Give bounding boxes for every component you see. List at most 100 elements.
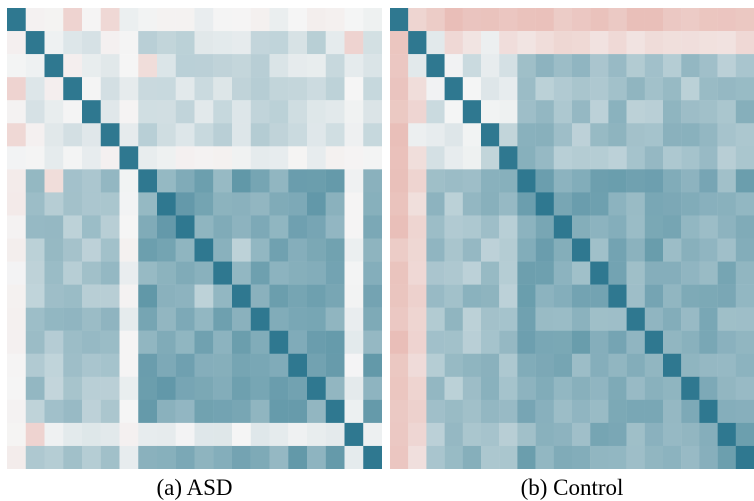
heatmap-cell xyxy=(269,8,289,32)
heatmap-cell xyxy=(444,123,463,147)
heatmap-cell xyxy=(462,192,482,216)
heatmap-cell xyxy=(681,123,700,147)
heatmap-cell xyxy=(608,192,627,216)
heatmap-cell xyxy=(426,261,445,285)
heatmap-cell xyxy=(25,54,45,78)
heatmap-cell xyxy=(535,238,554,262)
heatmap-cell xyxy=(363,307,382,331)
heatmap-cell xyxy=(44,31,64,55)
heatmap-cell xyxy=(269,54,289,78)
heatmap-cell xyxy=(572,376,591,401)
heatmap-cell xyxy=(663,307,682,331)
heatmap-cell xyxy=(325,54,345,78)
heatmap-cell xyxy=(63,399,83,424)
heatmap-cell xyxy=(426,330,445,354)
heatmap-cell xyxy=(499,307,518,331)
heatmap-cell xyxy=(444,215,463,239)
heatmap-cell xyxy=(344,54,364,78)
heatmap-cell xyxy=(426,238,445,262)
heatmap-cell xyxy=(481,376,500,401)
heatmap-cell xyxy=(25,376,45,401)
heatmap-cell xyxy=(626,261,645,285)
heatmap-cell xyxy=(535,399,554,424)
heatmap-cell xyxy=(82,284,101,308)
diagonal-cell xyxy=(7,8,26,32)
diagonal-cell xyxy=(138,169,158,193)
heatmap-cell xyxy=(307,238,326,262)
heatmap-cell xyxy=(344,445,364,469)
heatmap-cell xyxy=(590,330,609,354)
heatmap-cell xyxy=(462,399,482,424)
heatmap-cell xyxy=(138,353,158,378)
heatmap-cell xyxy=(63,307,83,331)
heatmap-cell xyxy=(138,376,158,401)
heatmap-cell xyxy=(344,307,364,331)
heatmap-cell xyxy=(699,353,718,378)
heatmap-cell xyxy=(344,77,364,101)
heatmap-cell xyxy=(232,123,251,147)
heatmap-cell xyxy=(213,284,233,308)
heatmap-cell xyxy=(663,169,682,193)
heatmap-cell xyxy=(175,100,195,124)
heatmap-cell xyxy=(517,376,536,401)
heatmap-cell xyxy=(553,376,573,401)
heatmap-cell xyxy=(553,8,573,32)
diagonal-cell xyxy=(157,192,176,216)
heatmap-cell xyxy=(288,399,308,424)
heatmap-cell xyxy=(644,77,664,101)
heatmap-cell xyxy=(100,77,120,101)
heatmap-cell xyxy=(426,8,445,32)
heatmap-cell xyxy=(644,399,664,424)
heatmap-cell xyxy=(307,100,326,124)
heatmap-cell xyxy=(7,376,26,401)
heatmap-cell xyxy=(481,169,500,193)
heatmap-cell xyxy=(644,54,664,78)
heatmap-cell xyxy=(25,422,45,447)
heatmap-cell xyxy=(444,146,463,170)
heatmap-cell xyxy=(344,330,364,354)
heatmap-cell xyxy=(288,100,308,124)
heatmap-cell xyxy=(626,376,645,401)
heatmap-cell xyxy=(390,77,409,101)
heatmap-cell xyxy=(269,31,289,55)
heatmap-cell xyxy=(7,100,26,124)
heatmap-cell xyxy=(390,146,409,170)
heatmap-cell xyxy=(608,353,627,378)
heatmap-cell xyxy=(462,215,482,239)
heatmap-cell xyxy=(7,330,26,354)
heatmap-cell xyxy=(681,330,700,354)
heatmap-cell xyxy=(119,307,139,331)
heatmap-cell xyxy=(363,422,382,447)
heatmap-cell xyxy=(213,31,233,55)
heatmap-cell xyxy=(213,445,233,469)
heatmap-cell xyxy=(517,77,536,101)
heatmap-cell xyxy=(553,31,573,55)
heatmap-cell xyxy=(194,146,214,170)
heatmap-cell xyxy=(572,54,591,78)
heatmap-cell xyxy=(63,146,83,170)
heatmap-cell xyxy=(553,146,573,170)
heatmap-cell xyxy=(119,192,139,216)
diagonal-cell xyxy=(269,330,289,354)
heatmap-cell xyxy=(608,215,627,239)
heatmap-cell xyxy=(344,238,364,262)
heatmap-cell xyxy=(444,261,463,285)
heatmap-cell xyxy=(269,77,289,101)
heatmap-cell xyxy=(499,54,518,78)
heatmap-cell xyxy=(119,399,139,424)
heatmap-cell xyxy=(175,192,195,216)
heatmap-cell xyxy=(119,422,139,447)
heatmap-cell xyxy=(535,284,554,308)
heatmap-cell xyxy=(699,31,718,55)
heatmap-cell xyxy=(444,330,463,354)
heatmap-cell xyxy=(325,376,345,401)
heatmap-cell xyxy=(363,100,382,124)
heatmap-cell xyxy=(663,54,682,78)
heatmap-cell xyxy=(363,54,382,78)
heatmap-cell xyxy=(25,100,45,124)
heatmap-cell xyxy=(481,284,500,308)
heatmap-cell xyxy=(717,31,736,55)
diagonal-cell xyxy=(408,31,427,55)
heatmap-cell xyxy=(735,353,754,378)
heatmap-cell xyxy=(25,169,45,193)
